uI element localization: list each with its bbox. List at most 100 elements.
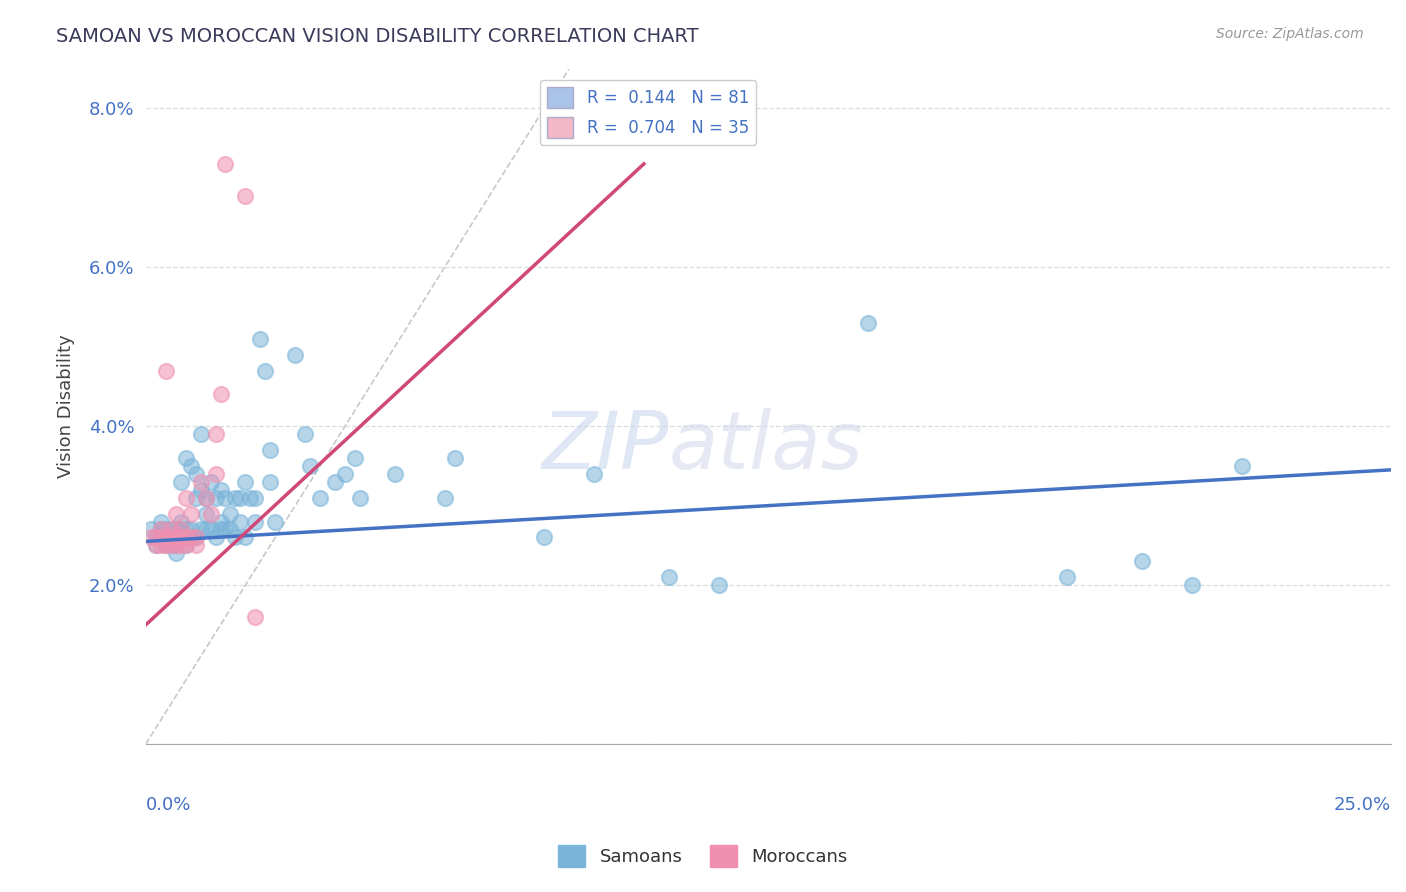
Point — [1230, 458, 1253, 473]
Point — [169, 538, 191, 552]
Point — [180, 530, 202, 544]
Point — [165, 530, 187, 544]
Point — [145, 530, 167, 544]
Point — [200, 523, 222, 537]
Point — [184, 491, 207, 505]
Point — [180, 507, 202, 521]
Text: 25.0%: 25.0% — [1334, 796, 1391, 814]
Point — [259, 442, 281, 457]
Point — [165, 538, 187, 552]
Point — [165, 538, 187, 552]
Point — [1130, 554, 1153, 568]
Point — [169, 515, 191, 529]
Point — [235, 188, 257, 202]
Point — [180, 523, 202, 537]
Point — [145, 538, 167, 552]
Point — [174, 491, 197, 505]
Point — [204, 530, 226, 544]
Point — [174, 530, 197, 544]
Point — [190, 483, 212, 497]
Point — [235, 530, 257, 544]
Point — [658, 570, 681, 584]
Point — [190, 523, 212, 537]
Point — [239, 491, 262, 505]
Point — [184, 530, 207, 544]
Point — [139, 523, 162, 537]
Point — [249, 332, 271, 346]
Point — [159, 523, 181, 537]
Point — [264, 515, 287, 529]
Point — [214, 157, 236, 171]
Point — [165, 530, 187, 544]
Point — [214, 523, 236, 537]
Point — [184, 530, 207, 544]
Point — [533, 530, 555, 544]
Point — [343, 450, 366, 465]
Point — [149, 530, 172, 544]
Point — [169, 530, 191, 544]
Point — [174, 538, 197, 552]
Point — [184, 467, 207, 481]
Point — [190, 475, 212, 489]
Legend: Samoans, Moroccans: Samoans, Moroccans — [551, 838, 855, 874]
Point — [214, 491, 236, 505]
Point — [155, 530, 177, 544]
Point — [229, 491, 252, 505]
Text: atlas: atlas — [669, 408, 863, 486]
Point — [165, 507, 187, 521]
Legend: R =  0.144   N = 81, R =  0.704   N = 35: R = 0.144 N = 81, R = 0.704 N = 35 — [540, 80, 756, 145]
Point — [159, 530, 181, 544]
Point — [284, 348, 307, 362]
Point — [204, 427, 226, 442]
Point — [194, 507, 217, 521]
Point — [245, 491, 267, 505]
Point — [155, 538, 177, 552]
Point — [165, 546, 187, 560]
Point — [145, 530, 167, 544]
Point — [333, 467, 356, 481]
Point — [245, 610, 267, 624]
Point — [433, 491, 456, 505]
Point — [180, 458, 202, 473]
Point — [583, 467, 606, 481]
Point — [229, 515, 252, 529]
Point — [224, 491, 246, 505]
Text: ZIP: ZIP — [541, 408, 669, 486]
Point — [149, 523, 172, 537]
Point — [169, 530, 191, 544]
Point — [209, 515, 232, 529]
Point — [209, 523, 232, 537]
Point — [219, 507, 242, 521]
Point — [169, 523, 191, 537]
Point — [169, 523, 191, 537]
Point — [299, 458, 322, 473]
Point — [194, 491, 217, 505]
Text: SAMOAN VS MOROCCAN VISION DISABILITY CORRELATION CHART: SAMOAN VS MOROCCAN VISION DISABILITY COR… — [56, 27, 699, 45]
Point — [349, 491, 371, 505]
Point — [194, 523, 217, 537]
Point — [145, 538, 167, 552]
Point — [190, 427, 212, 442]
Point — [209, 387, 232, 401]
Y-axis label: Vision Disability: Vision Disability — [58, 334, 75, 478]
Point — [174, 450, 197, 465]
Point — [309, 491, 332, 505]
Point — [180, 530, 202, 544]
Point — [184, 538, 207, 552]
Point — [149, 515, 172, 529]
Text: Source: ZipAtlas.com: Source: ZipAtlas.com — [1216, 27, 1364, 41]
Point — [224, 530, 246, 544]
Point — [159, 530, 181, 544]
Point — [174, 538, 197, 552]
Point — [159, 523, 181, 537]
Point — [165, 523, 187, 537]
Point — [1181, 578, 1204, 592]
Point — [384, 467, 406, 481]
Point — [155, 538, 177, 552]
Point — [323, 475, 346, 489]
Point — [174, 523, 197, 537]
Point — [219, 523, 242, 537]
Point — [856, 316, 879, 330]
Point — [204, 491, 226, 505]
Point — [149, 538, 172, 552]
